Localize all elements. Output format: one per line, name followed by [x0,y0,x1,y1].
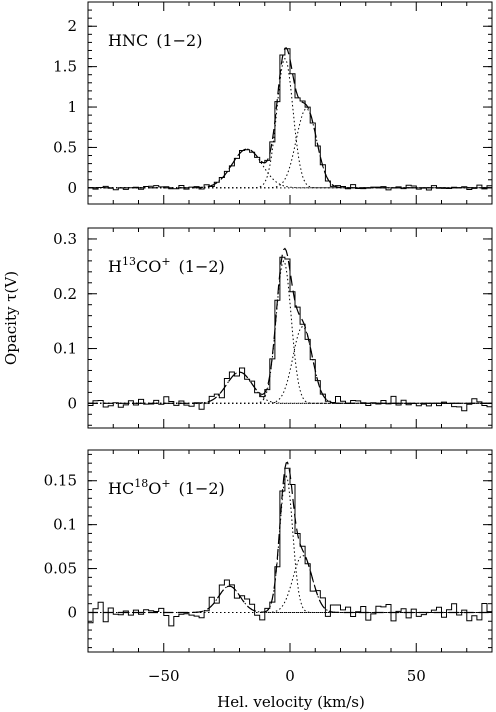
plot-area [88,247,492,412]
x-axis-label: Hel. velocity (km/s) [217,693,365,711]
y-tick-label: 2 [67,17,77,35]
plot-area [88,47,492,191]
component-1-fit [88,148,492,189]
component-3-fit [88,554,492,613]
y-axis-label: Opacity τ(V) [2,271,20,365]
y-tick-label: 0 [67,179,77,197]
y-tick-label: 0 [67,394,77,412]
x-tick-label: 50 [407,667,426,685]
component-3-fit [88,108,492,189]
component-2-fit [88,57,492,189]
panel-label: HNC (1−2) [108,31,202,50]
panel-1: 0 0.5 1 1.5 2 HNC (1−2) [53,1,493,205]
y-tick-label: 0.2 [53,285,77,303]
label-species: H [108,257,122,276]
label-species: HC [108,479,134,498]
y-tick-label: 0.1 [53,516,77,534]
label-charge: + [161,255,170,268]
component-1-fit [88,585,492,613]
panel-label: HC18O+ (1−2) [108,477,225,498]
panel-3: 0 0.05 0.1 0.15 HC18O+ (1−2) [44,449,493,653]
y-tick-label: 0.3 [53,230,77,248]
panel-label: H13CO+ (1−2) [108,255,225,276]
panel-frame [87,1,493,205]
label-species-rest: O [148,479,161,498]
spectrum-histogram [88,48,492,191]
plot-area [88,461,492,627]
label-isotope: 18 [134,477,148,490]
x-tick-label: 0 [285,667,295,685]
label-isotope: 13 [122,255,136,268]
y-tick-label: 0.5 [53,138,77,156]
y-tick-label: 0.15 [44,472,77,490]
spectrum-histogram [88,256,492,412]
y-tick-label: 0.1 [53,340,77,358]
component-3-fit [88,326,492,404]
label-species-rest: CO [136,257,161,276]
spectrum-histogram [88,467,492,627]
y-tick-label: 0 [67,603,77,621]
y-tick-label: 1 [67,98,77,116]
y-tick-label: 0.05 [44,560,77,578]
component-1-fit [88,371,492,404]
label-charge: + [161,477,170,490]
label-transition: (1−2) [179,479,225,498]
panel-2: 0 0.1 0.2 0.3 H13CO+ (1−2) [53,227,493,429]
label-transition: (1−2) [179,257,225,276]
label-transition: (1−2) [156,31,202,50]
x-tick-label: −50 [148,667,180,685]
y-tick-label: 1.5 [53,58,77,76]
label-species: HNC [108,31,148,50]
